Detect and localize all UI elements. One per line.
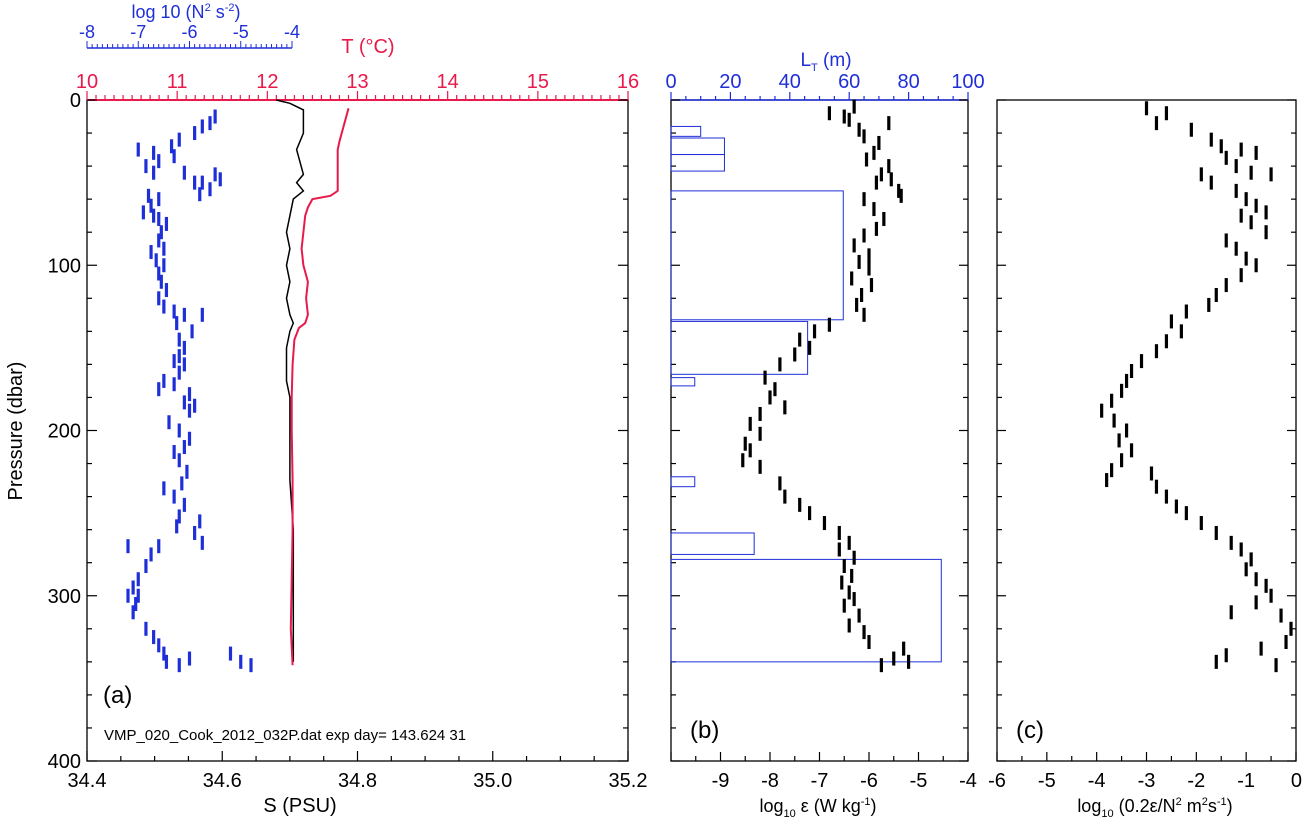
panel-a-frame [86, 99, 629, 762]
thorpe-scale-box [670, 476, 696, 488]
c-xlabel-s: s [1208, 796, 1217, 816]
thorpe-scale-box [670, 137, 725, 156]
thorpe-scale-box [670, 377, 696, 387]
n2-label-mid: s [211, 2, 225, 22]
pressure-tick-label: 400 [48, 751, 81, 773]
salinity-tick-label: 35.2 [609, 770, 648, 792]
lt-tick-label: 0 [665, 71, 676, 93]
n2-label-sup1: 2 [205, 2, 211, 14]
diffusivity-tick-label: -3 [1138, 770, 1156, 792]
panel-a: 0 100 200 300 400 34.4 34.6 34.8 35.0 35.2 10 11 1… [5, 2, 647, 817]
thorpe-scale-box [670, 190, 844, 321]
lt-tick-label: 100 [951, 71, 984, 93]
panel-a-N2-label: log 10 (N2 s-2) [132, 2, 241, 22]
c-xlabel-m: m [1182, 796, 1202, 816]
panel-a-ylabel: Pressure (dbar) [5, 362, 27, 501]
n2-label-end: ) [234, 2, 240, 22]
c-xlabel-sup1: 2 [1176, 796, 1182, 808]
b-xlabel-eps: ε (W kg [796, 796, 861, 816]
epsilon-tick-label: -5 [910, 770, 928, 792]
panel-c: -6 -5 -4 -3 -2 -1 0 log10 (0.2ε/N2 m2s-1) (c) [988, 99, 1302, 820]
temperature-tick-label: 14 [437, 71, 459, 93]
panel-a-xlabel: S (PSU) [263, 795, 336, 817]
n2-label-sup2: -2 [225, 2, 235, 14]
pressure-tick-label: 100 [48, 255, 81, 277]
diffusivity-tick-label: -2 [1187, 770, 1205, 792]
panel-b-LT-label: LT (m) [800, 50, 851, 74]
temperature-tick-label: 11 [167, 71, 188, 93]
diffusivity-tick-label: -4 [1088, 770, 1106, 792]
lt-tick-label: 40 [779, 71, 801, 93]
lt-tick-label: 80 [897, 71, 919, 93]
thorpe-scale-box [670, 320, 809, 375]
lt-tick-label: 60 [838, 71, 860, 93]
temperature-tick-label: 13 [346, 71, 368, 93]
c-xlabel-sup3: -1 [1217, 796, 1227, 808]
panel-a-label: (a) [103, 682, 132, 709]
temperature-line [289, 108, 350, 666]
panel-b-xlabel: log10 ε (W kg-1) [759, 796, 876, 820]
pressure-tick-label: 300 [48, 586, 81, 608]
panel-a-T-label: T (°C) [341, 36, 394, 58]
temperature-tick-label: 10 [76, 71, 98, 93]
salinity-tick-label: 34.8 [338, 770, 377, 792]
c-xlabel-sup2: 2 [1202, 796, 1208, 808]
diffusivity-tick-label: 0 [1291, 770, 1302, 792]
salinity-tick-label: 34.6 [203, 770, 242, 792]
lt-label-main: L [800, 50, 811, 71]
epsilon-tick-label: -6 [860, 770, 878, 792]
b-xlabel-sup: -1 [861, 796, 871, 808]
lt-label-end: (m) [818, 50, 852, 71]
b-xlabel-main: log [759, 796, 783, 816]
salinity-tick-label: 34.4 [68, 770, 107, 792]
pressure-tick-label: 0 [70, 90, 81, 112]
thorpe-scale-box [670, 558, 942, 663]
diffusivity-tick-label: -6 [988, 770, 1006, 792]
n2-tick-label: -7 [130, 22, 146, 42]
c-xlabel-main: log [1077, 796, 1101, 816]
salinity-line [276, 99, 305, 662]
lt-tick-label: 20 [719, 71, 741, 93]
salinity-tick-label: 35.0 [473, 770, 512, 792]
diffusivity-tick-label: -1 [1237, 770, 1255, 792]
b-xlabel-end: ) [871, 796, 877, 816]
n2-label-main: log 10 (N [132, 2, 205, 22]
epsilon-tick-label: -8 [761, 770, 779, 792]
temperature-tick-label: 16 [617, 71, 639, 93]
diffusivity-tick-label: -5 [1038, 770, 1056, 792]
n2-tick-label: -8 [79, 22, 95, 42]
epsilon-tick-label: -9 [712, 770, 730, 792]
b-xlabel-sub: 10 [783, 808, 795, 820]
n2-tick-label: -4 [284, 22, 300, 42]
panel-c-frame [996, 99, 1297, 762]
panel-b: -9 -8 -7 -6 -5 -4 0 20 40 60 80 100 LT (m) log10 ε… [665, 50, 984, 820]
panel-b-label: (b) [690, 717, 719, 744]
thorpe-scale-box [670, 125, 702, 137]
temperature-tick-label: 12 [256, 71, 278, 93]
n2-tick-label: -6 [181, 22, 197, 42]
panel-c-xlabel: log10 (0.2ε/N2 m2s-1) [1077, 796, 1232, 820]
temperature-tick-label: 15 [527, 71, 549, 93]
c-xlabel-mid: (0.2ε/N [1114, 796, 1176, 816]
thorpe-scale-box [670, 154, 725, 172]
panel-c-label: (c) [1016, 717, 1044, 744]
c-xlabel-sub: 10 [1101, 808, 1113, 820]
n2-tick-label: -5 [233, 22, 249, 42]
panel-a-annotation: VMP_020_Cook_2012_032P.dat exp day= 143.… [104, 727, 466, 744]
thorpe-scale-box [670, 532, 755, 555]
lt-label-sub: T [811, 62, 818, 74]
epsilon-tick-label: -4 [959, 770, 977, 792]
c-xlabel-end: ) [1227, 796, 1233, 816]
pressure-tick-label: 200 [48, 421, 81, 443]
epsilon-tick-label: -7 [811, 770, 829, 792]
